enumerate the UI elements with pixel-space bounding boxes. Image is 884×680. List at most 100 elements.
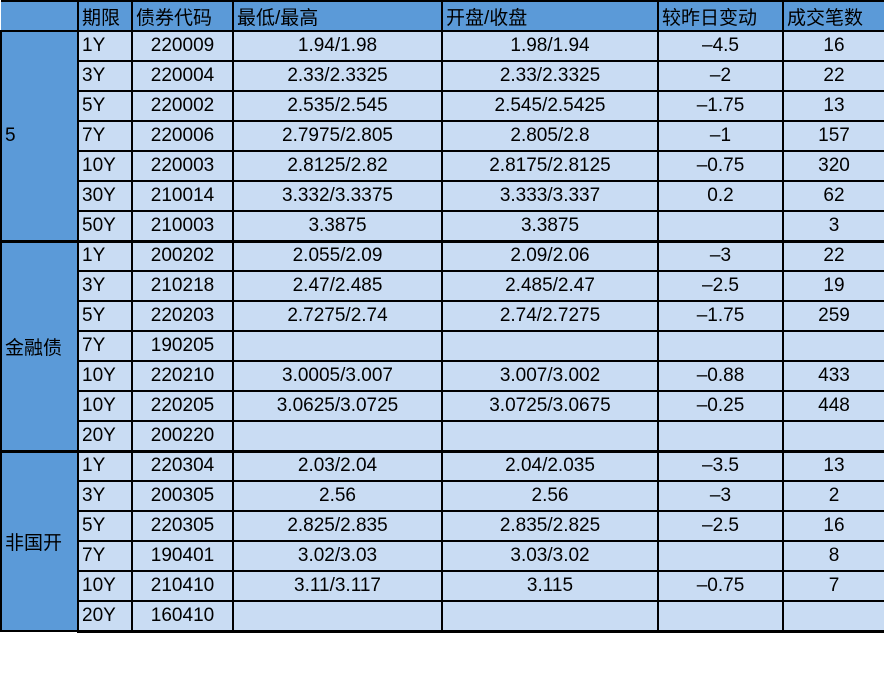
cell-bond-code[interactable]: 200220 [131, 420, 234, 452]
cell-open-close[interactable] [441, 330, 659, 362]
cell-low-high[interactable]: 2.055/2.09 [232, 239, 443, 272]
cell-bond-code[interactable]: 220006 [131, 120, 234, 152]
cell-term[interactable]: 7Y [77, 540, 133, 572]
cell-trade-count[interactable]: 8 [782, 540, 884, 572]
cell-term[interactable]: 10Y [77, 570, 133, 602]
cell-open-close[interactable]: 2.09/2.06 [441, 239, 659, 272]
cell-low-high[interactable]: 2.7275/2.74 [232, 300, 443, 332]
cell-bond-code[interactable]: 220304 [131, 449, 234, 482]
cell-bond-code[interactable]: 190205 [131, 330, 234, 362]
cell-term[interactable]: 20Y [77, 600, 133, 633]
header-group-cell[interactable] [1, 0, 79, 32]
cell-change[interactable]: –0.88 [657, 360, 784, 392]
cell-change[interactable] [657, 600, 784, 633]
cell-open-close[interactable]: 2.485/2.47 [441, 270, 659, 302]
cell-open-close[interactable]: 3.3875 [441, 210, 659, 242]
cell-low-high[interactable]: 2.825/2.835 [232, 510, 443, 542]
cell-trade-count[interactable]: 13 [782, 90, 884, 122]
cell-trade-count[interactable]: 7 [782, 570, 884, 602]
cell-open-close[interactable]: 2.74/2.7275 [441, 300, 659, 332]
cell-trade-count[interactable] [782, 420, 884, 452]
cell-trade-count[interactable]: 259 [782, 300, 884, 332]
cell-term[interactable]: 3Y [77, 270, 133, 302]
cell-low-high[interactable] [232, 600, 443, 633]
header-open-close[interactable]: 开盘/收盘 [441, 0, 659, 32]
cell-term[interactable]: 10Y [77, 360, 133, 392]
cell-low-high[interactable]: 3.3875 [232, 210, 443, 242]
cell-trade-count[interactable]: 448 [782, 390, 884, 422]
cell-term[interactable]: 30Y [77, 180, 133, 212]
cell-change[interactable]: –4.5 [657, 30, 784, 62]
cell-low-high[interactable]: 2.8125/2.82 [232, 150, 443, 182]
cell-change[interactable] [657, 210, 784, 242]
cell-open-close[interactable]: 3.333/3.337 [441, 180, 659, 212]
cell-change[interactable]: –2 [657, 60, 784, 92]
cell-bond-code[interactable]: 210003 [131, 210, 234, 242]
cell-bond-code[interactable]: 220003 [131, 150, 234, 182]
cell-bond-code[interactable]: 210218 [131, 270, 234, 302]
cell-trade-count[interactable]: 22 [782, 60, 884, 92]
cell-trade-count[interactable]: 157 [782, 120, 884, 152]
cell-term[interactable]: 5Y [77, 90, 133, 122]
cell-low-high[interactable]: 2.47/2.485 [232, 270, 443, 302]
cell-trade-count[interactable]: 13 [782, 449, 884, 482]
cell-low-high[interactable]: 3.332/3.3375 [232, 180, 443, 212]
cell-bond-code[interactable]: 220009 [131, 30, 234, 62]
cell-bond-code[interactable]: 200202 [131, 239, 234, 272]
cell-bond-code[interactable]: 220205 [131, 390, 234, 422]
cell-open-close[interactable] [441, 420, 659, 452]
header-low-high[interactable]: 最低/最高 [232, 0, 443, 32]
cell-change[interactable]: –0.75 [657, 570, 784, 602]
cell-low-high[interactable]: 2.33/2.3325 [232, 60, 443, 92]
cell-open-close[interactable]: 2.8175/2.8125 [441, 150, 659, 182]
header-change[interactable]: 较昨日变动 [657, 0, 784, 32]
cell-bond-code[interactable]: 210014 [131, 180, 234, 212]
cell-trade-count[interactable] [782, 600, 884, 633]
cell-change[interactable] [657, 420, 784, 452]
cell-bond-code[interactable]: 220203 [131, 300, 234, 332]
cell-trade-count[interactable]: 320 [782, 150, 884, 182]
cell-trade-count[interactable]: 22 [782, 239, 884, 272]
cell-open-close[interactable]: 3.0725/3.0675 [441, 390, 659, 422]
cell-term[interactable]: 1Y [77, 239, 133, 272]
cell-term[interactable]: 10Y [77, 150, 133, 182]
cell-low-high[interactable] [232, 330, 443, 362]
cell-change[interactable]: –3 [657, 480, 784, 512]
cell-change[interactable] [657, 330, 784, 362]
cell-trade-count[interactable]: 16 [782, 510, 884, 542]
cell-bond-code[interactable]: 220004 [131, 60, 234, 92]
cell-bond-code[interactable]: 190401 [131, 540, 234, 572]
cell-open-close[interactable] [441, 600, 659, 633]
cell-trade-count[interactable]: 16 [782, 30, 884, 62]
header-bond-code[interactable]: 债券代码 [131, 0, 234, 32]
cell-change[interactable]: –0.25 [657, 390, 784, 422]
cell-low-high[interactable]: 3.0005/3.007 [232, 360, 443, 392]
cell-term[interactable]: 20Y [77, 420, 133, 452]
cell-bond-code[interactable]: 220210 [131, 360, 234, 392]
cell-low-high[interactable]: 1.94/1.98 [232, 30, 443, 62]
cell-term[interactable]: 7Y [77, 120, 133, 152]
cell-term[interactable]: 5Y [77, 300, 133, 332]
cell-term[interactable]: 1Y [77, 30, 133, 62]
cell-bond-code[interactable]: 160410 [131, 600, 234, 633]
cell-bond-code[interactable]: 200305 [131, 480, 234, 512]
group-label-cell[interactable]: 5 [0, 30, 79, 242]
cell-low-high[interactable]: 2.56 [232, 480, 443, 512]
cell-low-high[interactable]: 2.03/2.04 [232, 449, 443, 482]
cell-low-high[interactable]: 3.11/3.117 [232, 570, 443, 602]
cell-change[interactable]: –1.75 [657, 300, 784, 332]
cell-trade-count[interactable]: 433 [782, 360, 884, 392]
cell-bond-code[interactable]: 220305 [131, 510, 234, 542]
cell-open-close[interactable]: 2.545/2.5425 [441, 90, 659, 122]
cell-low-high[interactable] [232, 420, 443, 452]
cell-trade-count[interactable]: 62 [782, 180, 884, 212]
cell-trade-count[interactable] [782, 330, 884, 362]
group-label-cell[interactable]: 非国开 [0, 449, 79, 632]
cell-change[interactable]: –1.75 [657, 90, 784, 122]
cell-change[interactable]: –2.5 [657, 270, 784, 302]
cell-term[interactable]: 5Y [77, 510, 133, 542]
cell-term[interactable]: 3Y [77, 480, 133, 512]
group-label-cell[interactable]: 金融债 [0, 239, 79, 452]
cell-change[interactable]: –1 [657, 120, 784, 152]
header-term[interactable]: 期限 [77, 0, 133, 32]
